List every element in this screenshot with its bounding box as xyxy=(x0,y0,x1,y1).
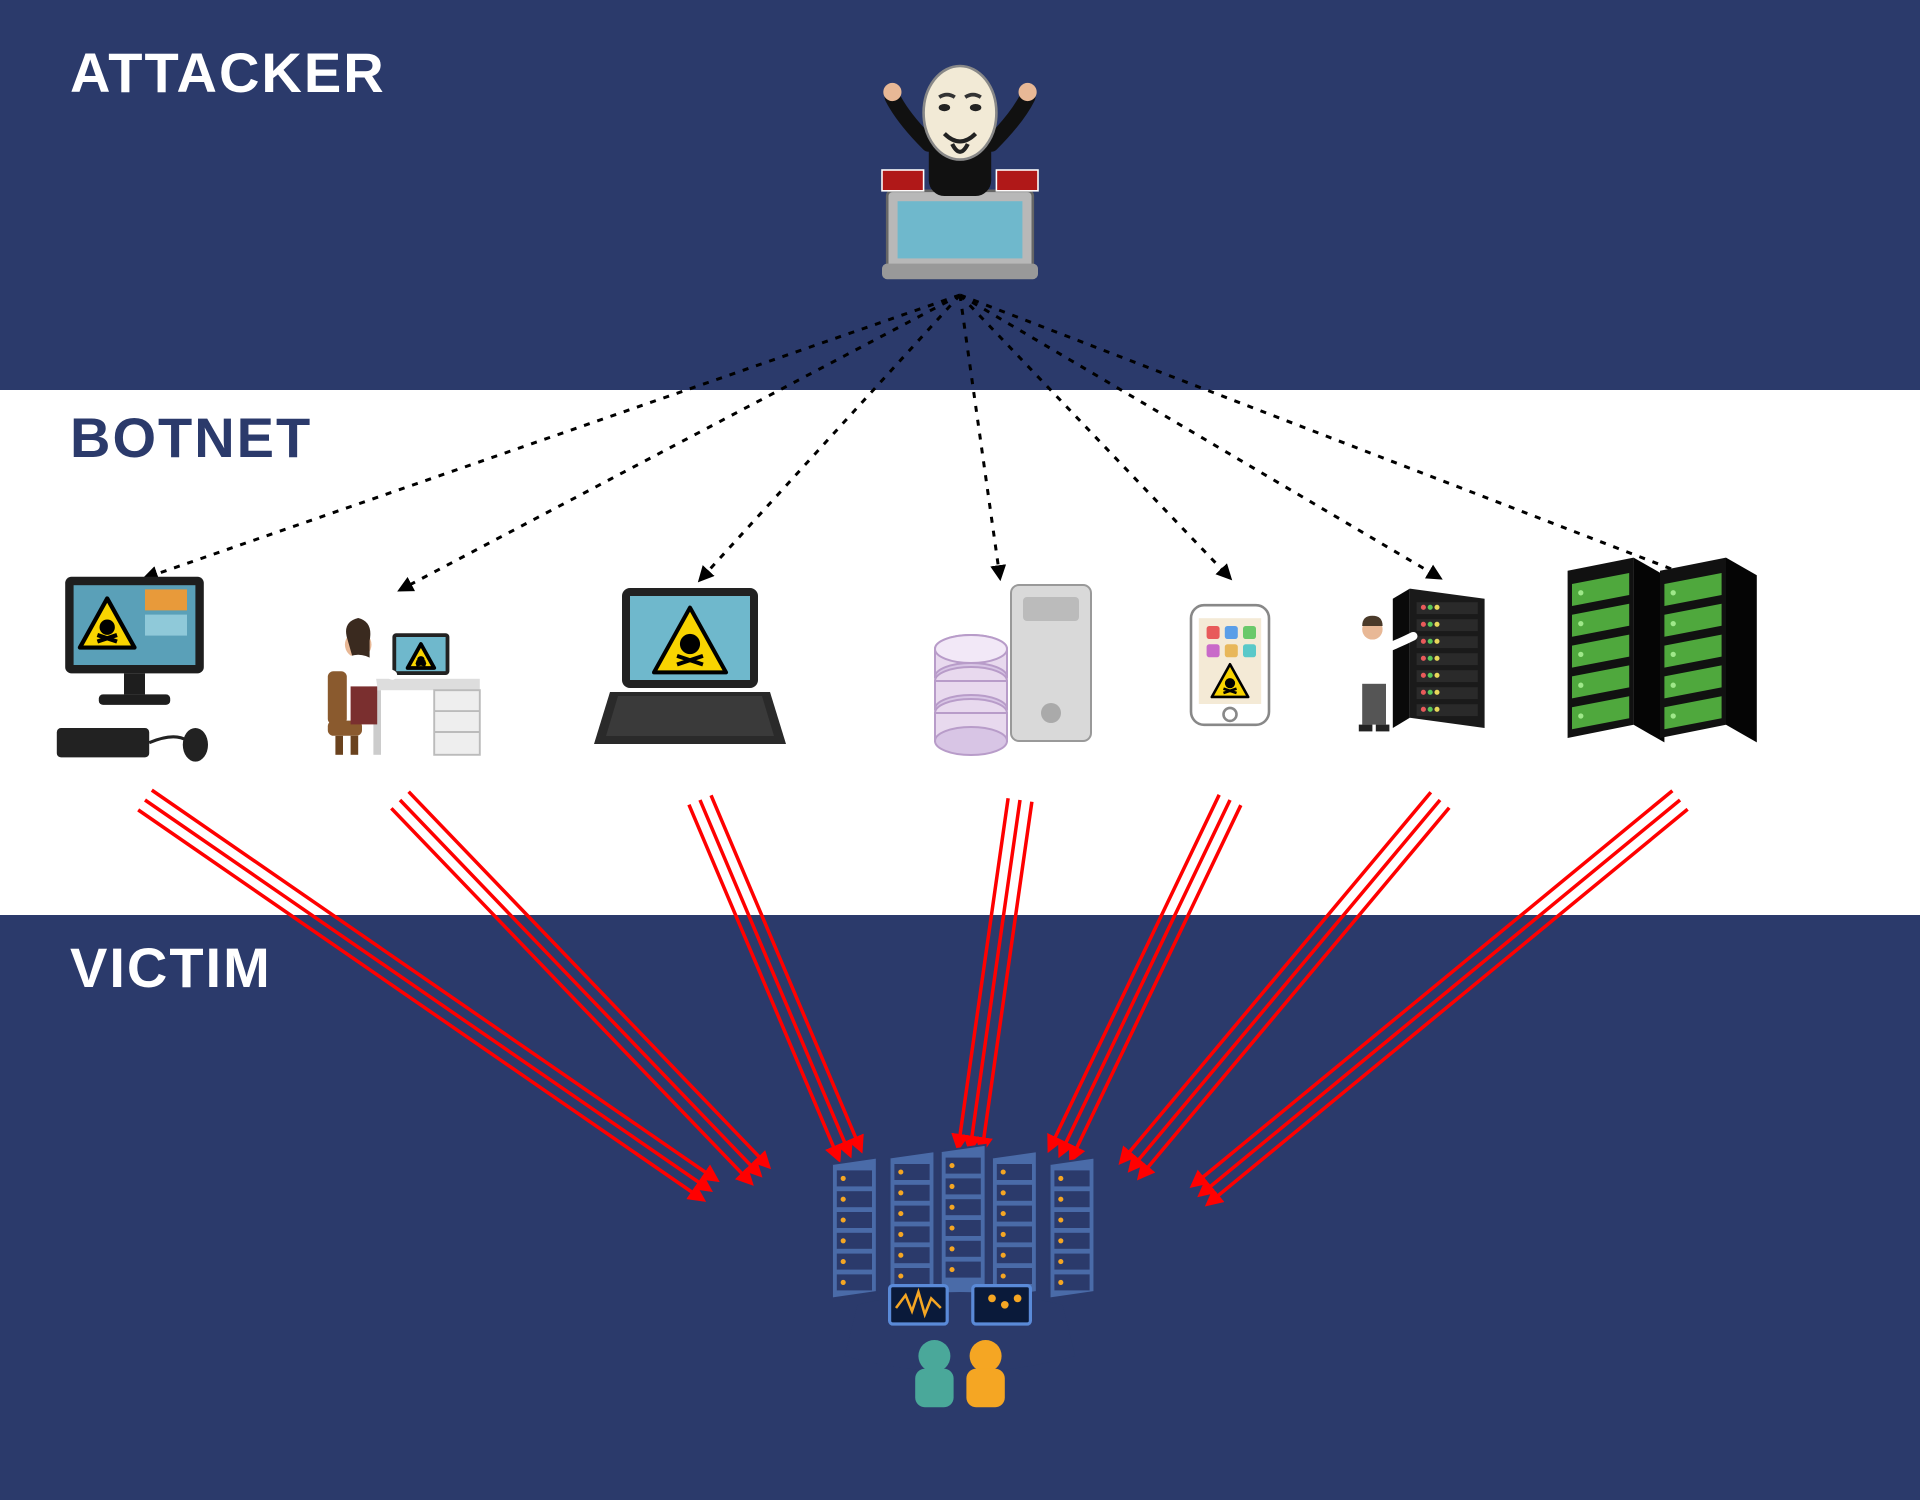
person-rack-icon xyxy=(1335,550,1505,770)
person-desk-icon xyxy=(285,580,515,770)
phone-warning-icon xyxy=(1165,560,1295,770)
attacker-laptop-icon xyxy=(830,40,1090,300)
server-db-icon xyxy=(915,560,1115,770)
victim-label: VICTIM xyxy=(70,935,272,1000)
laptop-warning-icon xyxy=(565,568,815,768)
attacker-label: ATTACKER xyxy=(70,40,386,105)
datacenter-icon xyxy=(680,1100,1240,1420)
server-racks-icon xyxy=(1545,540,1775,760)
desktop-warning-icon xyxy=(40,555,250,775)
botnet-label: BOTNET xyxy=(70,405,312,470)
